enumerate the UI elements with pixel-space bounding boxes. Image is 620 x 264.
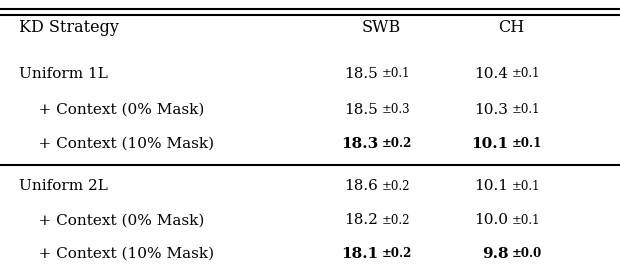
Text: 10.0: 10.0: [474, 213, 508, 228]
Text: 18.1: 18.1: [341, 247, 378, 261]
Text: 10.3: 10.3: [474, 102, 508, 117]
Text: 18.6: 18.6: [344, 179, 378, 193]
Text: 10.1: 10.1: [474, 179, 508, 193]
Text: ±0.2: ±0.2: [381, 137, 412, 150]
Text: 18.3: 18.3: [341, 137, 378, 151]
Text: ±0.0: ±0.0: [512, 247, 542, 261]
Text: 18.5: 18.5: [345, 67, 378, 81]
Text: + Context (0% Mask): + Context (0% Mask): [19, 102, 204, 117]
Text: ±0.1: ±0.1: [381, 67, 410, 81]
Text: ±0.1: ±0.1: [512, 180, 540, 193]
Text: ±0.1: ±0.1: [512, 103, 540, 116]
Text: + Context (10% Mask): + Context (10% Mask): [19, 247, 214, 261]
Text: + Context (0% Mask): + Context (0% Mask): [19, 213, 204, 228]
Text: 18.5: 18.5: [345, 102, 378, 117]
Text: 9.8: 9.8: [482, 247, 508, 261]
Text: 10.4: 10.4: [474, 67, 508, 81]
Text: SWB: SWB: [361, 19, 401, 36]
Text: 18.2: 18.2: [344, 213, 378, 228]
Text: ±0.1: ±0.1: [512, 67, 540, 81]
Text: 10.1: 10.1: [471, 137, 508, 151]
Text: Uniform 2L: Uniform 2L: [19, 179, 107, 193]
Text: ±0.1: ±0.1: [512, 137, 542, 150]
Text: ±0.3: ±0.3: [381, 103, 410, 116]
Text: KD Strategy: KD Strategy: [19, 19, 118, 36]
Text: ±0.2: ±0.2: [381, 247, 412, 261]
Text: ±0.1: ±0.1: [512, 214, 540, 227]
Text: + Context (10% Mask): + Context (10% Mask): [19, 137, 214, 151]
Text: ±0.2: ±0.2: [381, 214, 410, 227]
Text: ±0.2: ±0.2: [381, 180, 410, 193]
Text: Uniform 1L: Uniform 1L: [19, 67, 107, 81]
Text: CH: CH: [498, 19, 525, 36]
